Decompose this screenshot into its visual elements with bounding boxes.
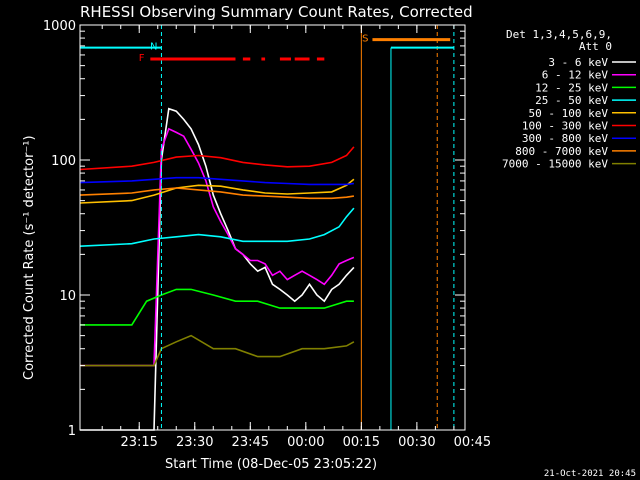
x-tick-label: 00:30 xyxy=(398,435,435,450)
footer-date: 21-Oct-2021 20:45 xyxy=(544,469,636,479)
y-axis-label: Corrected Count Rate (s⁻¹ detector⁻¹) xyxy=(22,135,37,380)
flag-label: S xyxy=(362,34,368,45)
legend-label: 100 - 300 keV xyxy=(522,120,608,133)
series-line-3 xyxy=(79,207,355,247)
x-axis-label: Start Time (08-Dec-05 23:05:22) xyxy=(165,457,377,472)
series-line-0 xyxy=(80,107,355,431)
legend-label: 25 - 50 keV xyxy=(535,94,608,107)
series-line-8 xyxy=(80,334,355,367)
legend-header: Det 1,3,4,5,6,9, xyxy=(506,28,612,41)
x-tick-label: 00:00 xyxy=(287,435,324,450)
series-line-7 xyxy=(79,187,355,200)
series-line-5 xyxy=(79,146,355,171)
y-tick-label: 1000 xyxy=(43,19,76,34)
legend-label: 3 - 6 keV xyxy=(548,56,608,69)
legend-label: 300 - 800 keV xyxy=(522,132,608,145)
legend-label: 50 - 100 keV xyxy=(529,107,609,120)
legend-label: 12 - 25 keV xyxy=(535,81,608,94)
x-tick-label: 23:30 xyxy=(176,435,213,450)
series-line-2 xyxy=(80,288,354,326)
legend-header: Att 0 xyxy=(579,40,612,53)
plot-frame xyxy=(79,24,466,431)
x-tick-label: 00:45 xyxy=(454,435,491,450)
flag-label: F xyxy=(139,53,145,64)
y-tick-label: 100 xyxy=(51,154,76,169)
x-tick-label: 23:15 xyxy=(120,435,157,450)
x-tick-label: 23:45 xyxy=(232,435,269,450)
chart-title: RHESSI Observing Summary Count Rates, Co… xyxy=(80,3,473,21)
y-tick-label: 1 xyxy=(68,424,76,439)
series-line-4 xyxy=(79,178,355,204)
legend-label: 800 - 7000 keV xyxy=(515,145,608,158)
series-line-6 xyxy=(79,176,354,186)
y-tick-label: 10 xyxy=(59,289,76,304)
series-line-1 xyxy=(80,127,355,367)
x-tick-label: 00:15 xyxy=(343,435,380,450)
legend-label: 7000 - 15000 keV xyxy=(502,158,608,171)
legend-label: 6 - 12 keV xyxy=(542,69,609,82)
